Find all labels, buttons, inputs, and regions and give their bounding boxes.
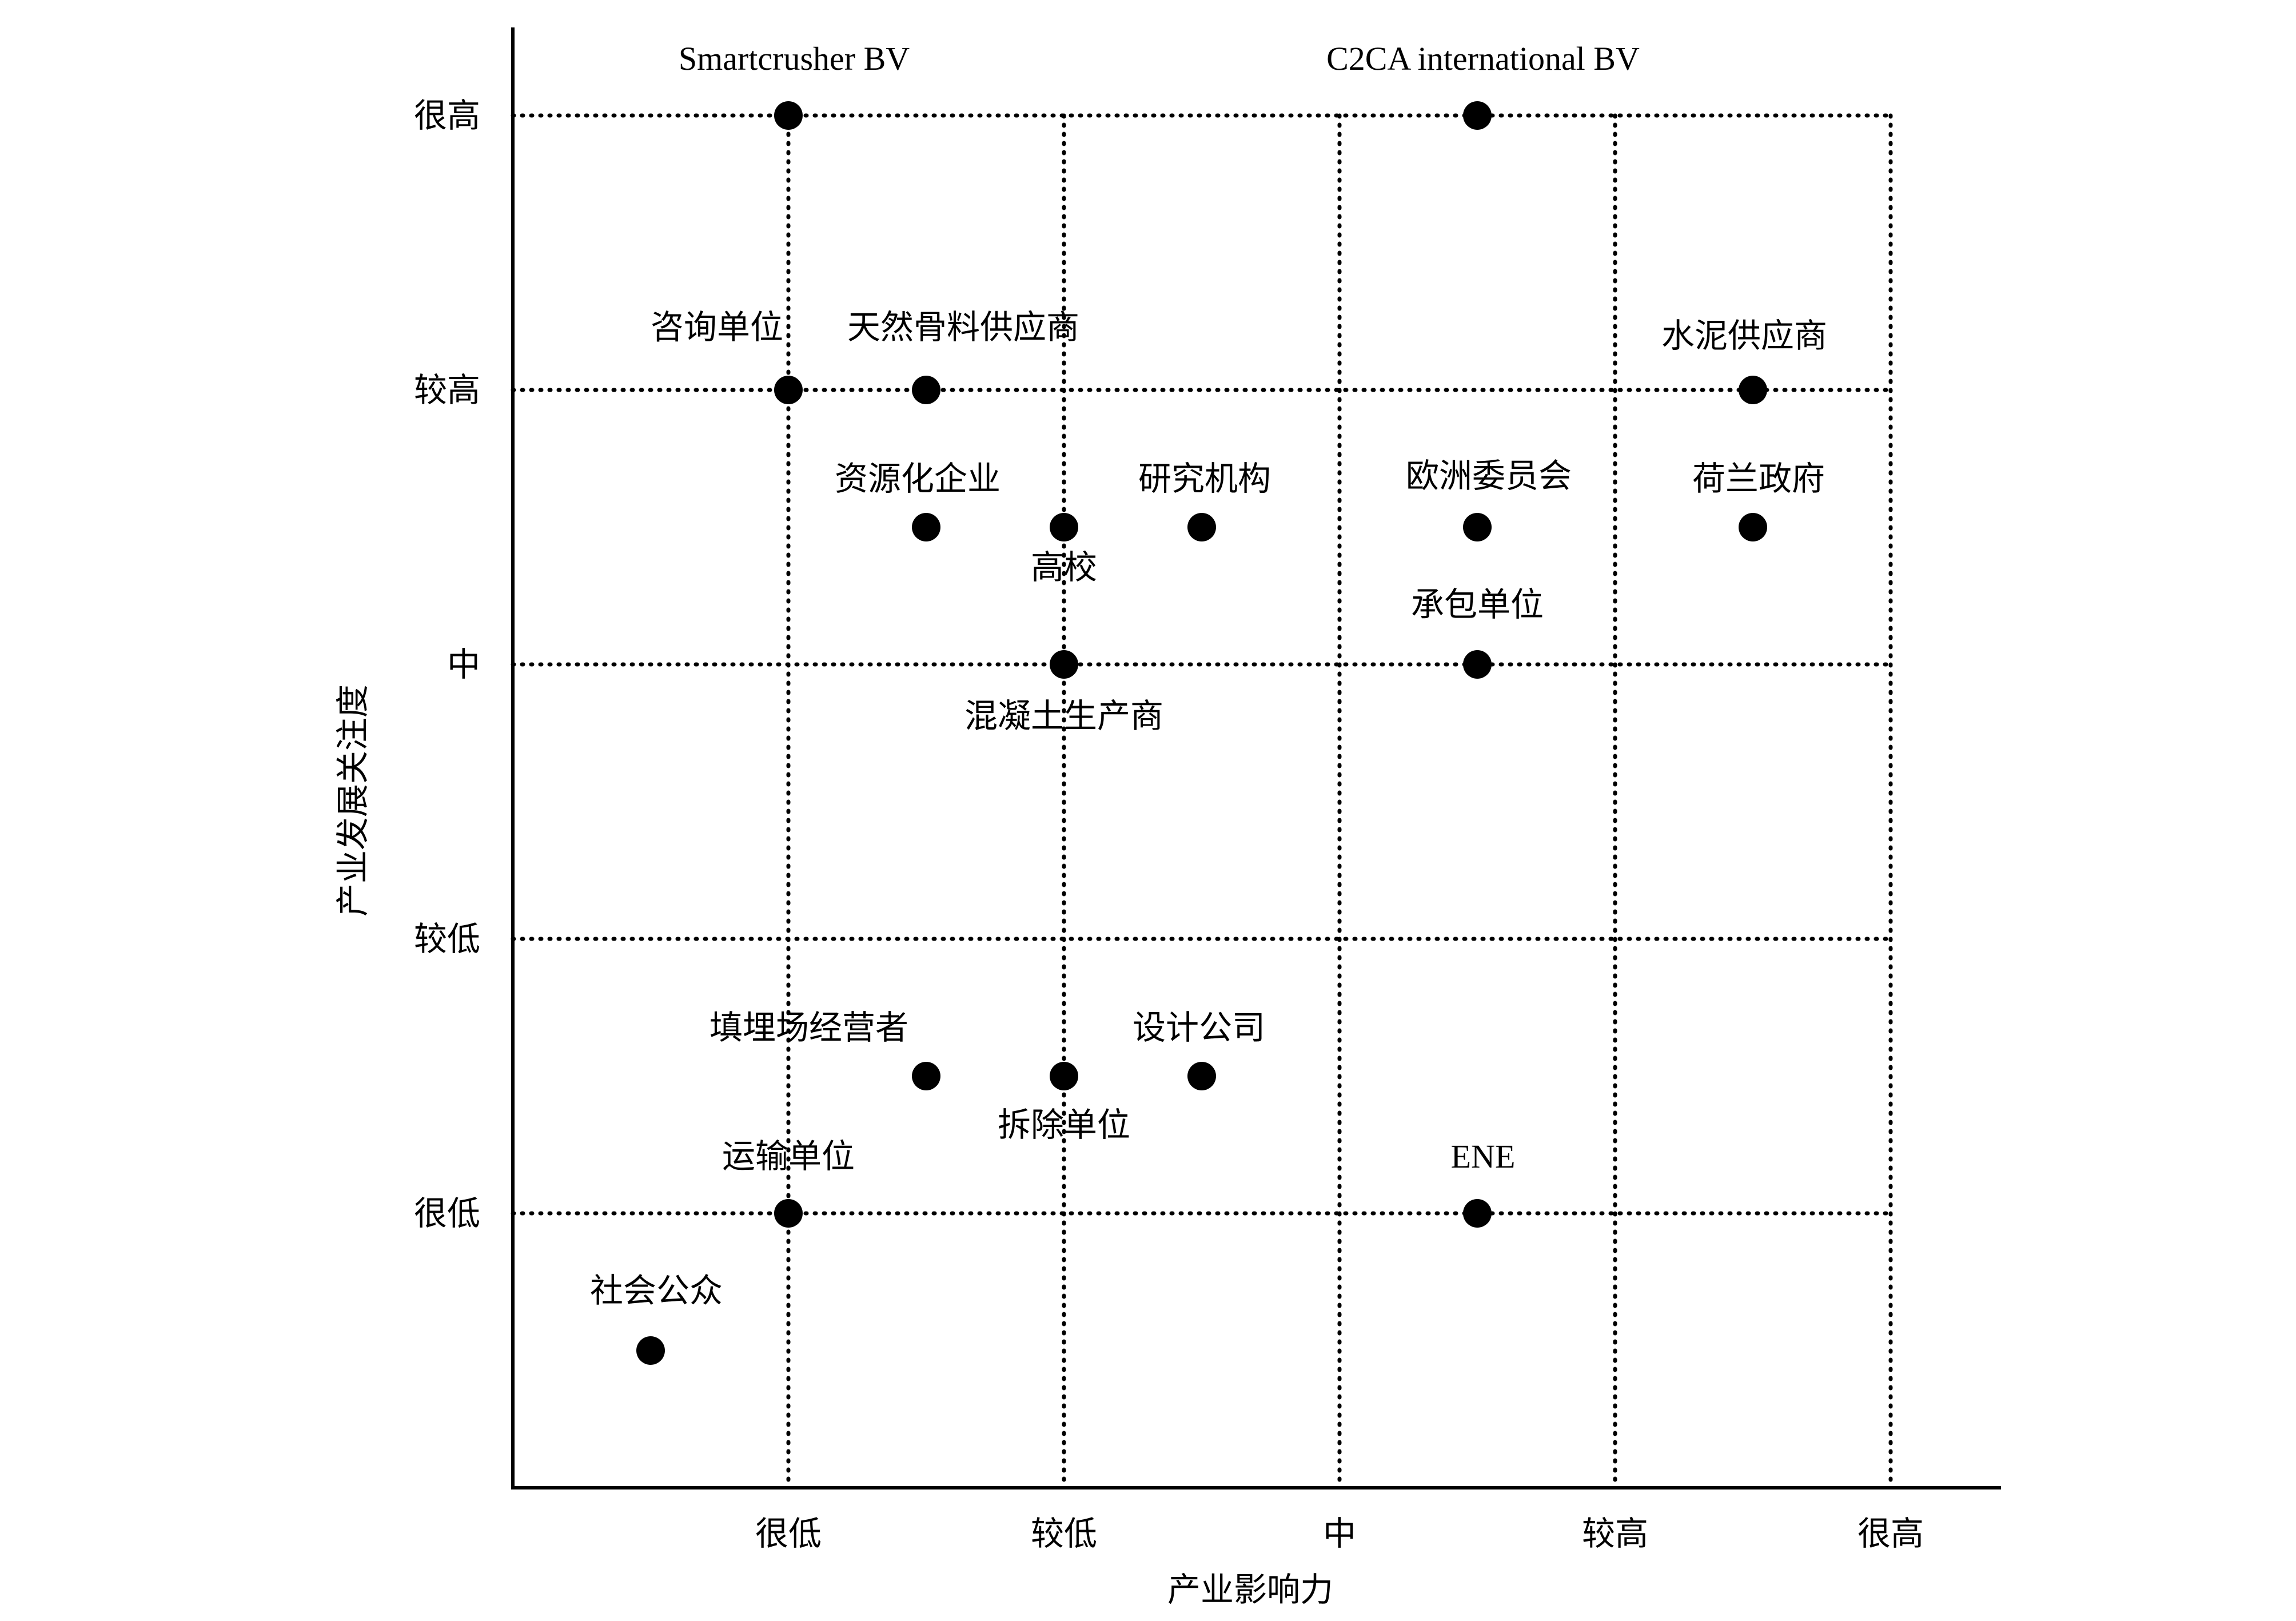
grid [511, 113, 1893, 1490]
y-tick-label: 较低 [414, 919, 480, 958]
point-label: 拆除单位 [998, 1105, 1130, 1144]
y-tick-labels: 很低 较低 中 较高 很高 [414, 96, 480, 1233]
data-points [636, 101, 1767, 1365]
data-point [912, 513, 940, 541]
point-label: 荷兰政府 [1692, 459, 1825, 498]
data-point [912, 1062, 940, 1090]
x-tick-label: 较低 [1031, 1514, 1097, 1553]
data-point [1463, 513, 1492, 541]
point-label: 咨询单位 [651, 308, 783, 346]
y-tick-label: 很低 [414, 1194, 480, 1233]
point-label: 设计公司 [1133, 1008, 1265, 1047]
data-point [636, 1336, 665, 1365]
point-label: 资源化企业 [835, 459, 1000, 498]
point-label: 承包单位 [1411, 585, 1544, 624]
point-label: 天然骨料供应商 [847, 308, 1079, 346]
x-tick-label: 很高 [1857, 1514, 1924, 1553]
point-label: ENE [1451, 1138, 1516, 1175]
data-point [1187, 1062, 1216, 1090]
point-label: 高校 [1031, 548, 1097, 587]
data-point [912, 376, 940, 404]
x-axis-title: 产业影响力 [1167, 1570, 1333, 1609]
y-tick-label: 较高 [414, 371, 480, 409]
point-label: 水泥供应商 [1661, 316, 1827, 355]
point-label: 研究机构 [1138, 459, 1271, 498]
point-label: 社会公众 [590, 1271, 723, 1310]
data-point [1463, 650, 1492, 679]
data-point [1187, 513, 1216, 541]
data-point [1050, 513, 1078, 541]
x-tick-label: 中 [1323, 1514, 1356, 1553]
data-point [1739, 376, 1767, 404]
point-label: 混凝土生产商 [964, 696, 1163, 735]
data-point [1739, 513, 1767, 541]
data-point [1050, 650, 1078, 679]
data-point [774, 376, 803, 404]
data-point [1050, 1062, 1078, 1090]
data-point [774, 101, 803, 130]
data-point [774, 1199, 803, 1228]
point-label: 欧洲委员会 [1406, 456, 1572, 495]
data-point [1463, 101, 1492, 130]
point-labels: Smartcrusher BV C2CA international BV 咨询单位… [590, 40, 1827, 1310]
data-point [1463, 1199, 1492, 1228]
y-tick-label: 中 [447, 645, 480, 684]
point-label: 运输单位 [722, 1137, 855, 1176]
y-tick-label: 很高 [414, 96, 480, 135]
axes [511, 27, 2001, 1489]
point-label: Smartcrusher BV [679, 40, 910, 77]
x-tick-label: 很低 [755, 1514, 822, 1553]
x-tick-label: 较高 [1582, 1514, 1648, 1553]
y-axis-title: 产业发展关注度 [333, 684, 372, 917]
x-tick-labels: 很低 较低 中 较高 很高 [755, 1514, 1924, 1553]
point-label: C2CA international BV [1326, 40, 1640, 77]
point-label: 填埋场经营者 [709, 1008, 908, 1047]
